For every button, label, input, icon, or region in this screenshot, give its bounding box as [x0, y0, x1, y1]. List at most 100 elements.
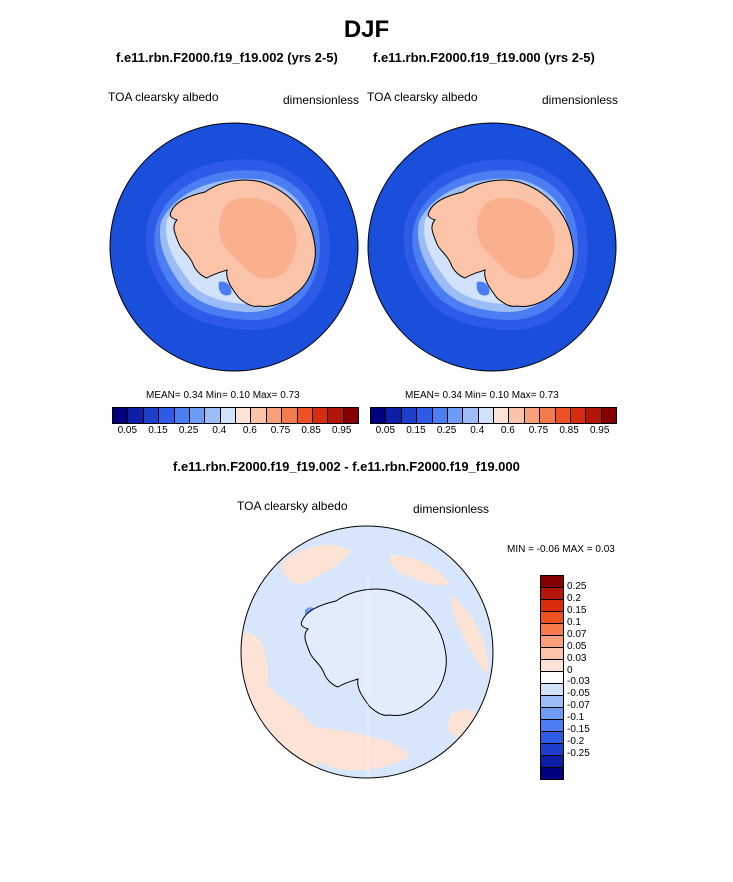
colorbar-tick-label: 0.95: [331, 425, 352, 436]
colorbar-tick-label: 0.03: [567, 652, 587, 664]
right-panel-title: f.e11.rbn.F2000.f19_f19.000 (yrs 2-5): [373, 50, 595, 65]
right-colorbar: [370, 407, 617, 424]
colorbar-swatch: [541, 648, 563, 660]
colorbar-tick-label: -0.03: [567, 676, 590, 688]
colorbar-swatch: [541, 660, 563, 672]
colorbar-tick-label: 0.6: [242, 425, 257, 436]
colorbar-swatch: [541, 684, 563, 696]
diff-minmax: MIN = -0.06 MAX = 0.03: [507, 544, 615, 555]
colorbar-swatch: [541, 612, 563, 624]
colorbar-tick-label: 0.15: [148, 425, 168, 436]
colorbar-swatch: [541, 588, 563, 600]
right-units-label: dimensionless: [542, 93, 619, 107]
diff-colorbar: [540, 575, 564, 780]
colorbar-swatch: [540, 408, 556, 423]
colorbar-swatch: [266, 408, 283, 423]
colorbar-swatch: [541, 636, 563, 648]
colorbar-tick-label: 0.4: [212, 425, 227, 436]
colorbar-tick-label: 0.75: [270, 425, 291, 436]
right-polar-map: [367, 122, 617, 372]
left-panel-title: f.e11.rbn.F2000.f19_f19.002 (yrs 2-5): [116, 50, 338, 65]
colorbar-tick-label: 0.95: [589, 425, 610, 436]
colorbar-swatch: [524, 408, 541, 423]
diff-units-label: dimensionless: [413, 502, 490, 516]
colorbar-tick-label: 0.25: [567, 580, 587, 592]
colorbar-swatch: [601, 408, 616, 423]
colorbar-tick-label: 0.1: [567, 616, 581, 628]
colorbar-swatch: [541, 672, 563, 684]
colorbar-swatch: [432, 408, 448, 423]
left-units-label: dimensionless: [283, 93, 360, 107]
colorbar-swatch: [386, 408, 402, 423]
colorbar-tick-label: -0.15: [567, 724, 590, 736]
colorbar-swatch: [541, 576, 563, 588]
colorbar-swatch: [541, 720, 563, 732]
left-colorbar: [112, 407, 359, 424]
colorbar-swatch: [541, 600, 563, 612]
left-colorbar-ticks: 0.05 0.15 0.25 0.4 0.6 0.75 0.85 0.95: [112, 425, 357, 439]
colorbar-swatch: [478, 408, 494, 423]
colorbar-swatch: [328, 408, 344, 423]
colorbar-swatch: [297, 408, 313, 423]
colorbar-swatch: [541, 768, 563, 779]
colorbar-swatch: [236, 408, 252, 423]
colorbar-swatch: [541, 708, 563, 720]
colorbar-tick-label: 0.05: [567, 640, 587, 652]
colorbar-swatch: [417, 408, 433, 423]
colorbar-swatch: [174, 408, 190, 423]
colorbar-swatch: [555, 408, 571, 423]
colorbar-tick-label: 0.25: [178, 425, 199, 436]
colorbar-swatch: [509, 408, 525, 423]
colorbar-swatch: [447, 408, 464, 423]
colorbar-tick-label: 0.6: [500, 425, 515, 436]
page-title: DJF: [343, 16, 390, 43]
colorbar-tick-label: 0.2: [567, 592, 581, 604]
colorbar-tick-label: -0.05: [567, 688, 590, 700]
colorbar-swatch: [312, 408, 329, 423]
colorbar-swatch: [541, 732, 563, 744]
left-stats: MEAN= 0.34 Min= 0.10 Max= 0.73: [146, 390, 300, 401]
left-polar-map: [109, 122, 359, 372]
colorbar-tick-label: 0.4: [470, 425, 485, 436]
right-colorbar-ticks: 0.05 0.15 0.25 0.4 0.6 0.75 0.85 0.95: [370, 425, 615, 439]
colorbar-swatch: [220, 408, 236, 423]
colorbar-swatch: [541, 624, 563, 636]
colorbar-swatch: [541, 696, 563, 708]
colorbar-swatch: [251, 408, 267, 423]
colorbar-tick-label: 0.15: [406, 425, 426, 436]
colorbar-tick-label: 0.15: [567, 604, 587, 616]
colorbar-tick-label: 0.25: [436, 425, 457, 436]
diff-polar-map: [240, 525, 494, 779]
colorbar-swatch: [143, 408, 160, 423]
colorbar-tick-label: -0.25: [567, 748, 590, 760]
colorbar-swatch: [371, 408, 387, 423]
colorbar-tick-label: 0.05: [375, 425, 396, 436]
diff-variable-label: TOA clearsky albedo: [237, 499, 348, 513]
colorbar-swatch: [189, 408, 206, 423]
colorbar-swatch: [343, 408, 358, 423]
colorbar-tick-label: -0.2: [567, 736, 585, 748]
colorbar-tick-label: -0.07: [567, 700, 590, 712]
colorbar-tick-label: 0.05: [117, 425, 138, 436]
diff-panel-title: f.e11.rbn.F2000.f19_f19.002 - f.e11.rbn.…: [173, 459, 520, 474]
colorbar-tick-label: 0.85: [301, 425, 321, 436]
colorbar-tick-label: 0.85: [559, 425, 579, 436]
colorbar-swatch: [494, 408, 510, 423]
colorbar-swatch: [128, 408, 144, 423]
colorbar-tick-label: 0: [567, 664, 573, 676]
diff-colorbar-ticks: 0.25 0.2 0.15 0.1 0.07 0.05 0.03 0 -0.03 -0.05 -0.…: [567, 575, 617, 778]
colorbar-tick-label: 0.75: [528, 425, 549, 436]
colorbar-swatch: [586, 408, 602, 423]
colorbar-swatch: [159, 408, 175, 423]
colorbar-swatch: [463, 408, 479, 423]
colorbar-swatch: [205, 408, 221, 423]
right-stats: MEAN= 0.34 Min= 0.10 Max= 0.73: [405, 390, 559, 401]
colorbar-swatch: [541, 744, 563, 756]
colorbar-swatch: [401, 408, 418, 423]
colorbar-swatch: [570, 408, 587, 423]
left-variable-label: TOA clearsky albedo: [108, 90, 219, 104]
colorbar-swatch: [113, 408, 129, 423]
colorbar-tick-label: -0.1: [567, 712, 585, 724]
colorbar-swatch: [282, 408, 298, 423]
right-variable-label: TOA clearsky albedo: [367, 90, 478, 104]
